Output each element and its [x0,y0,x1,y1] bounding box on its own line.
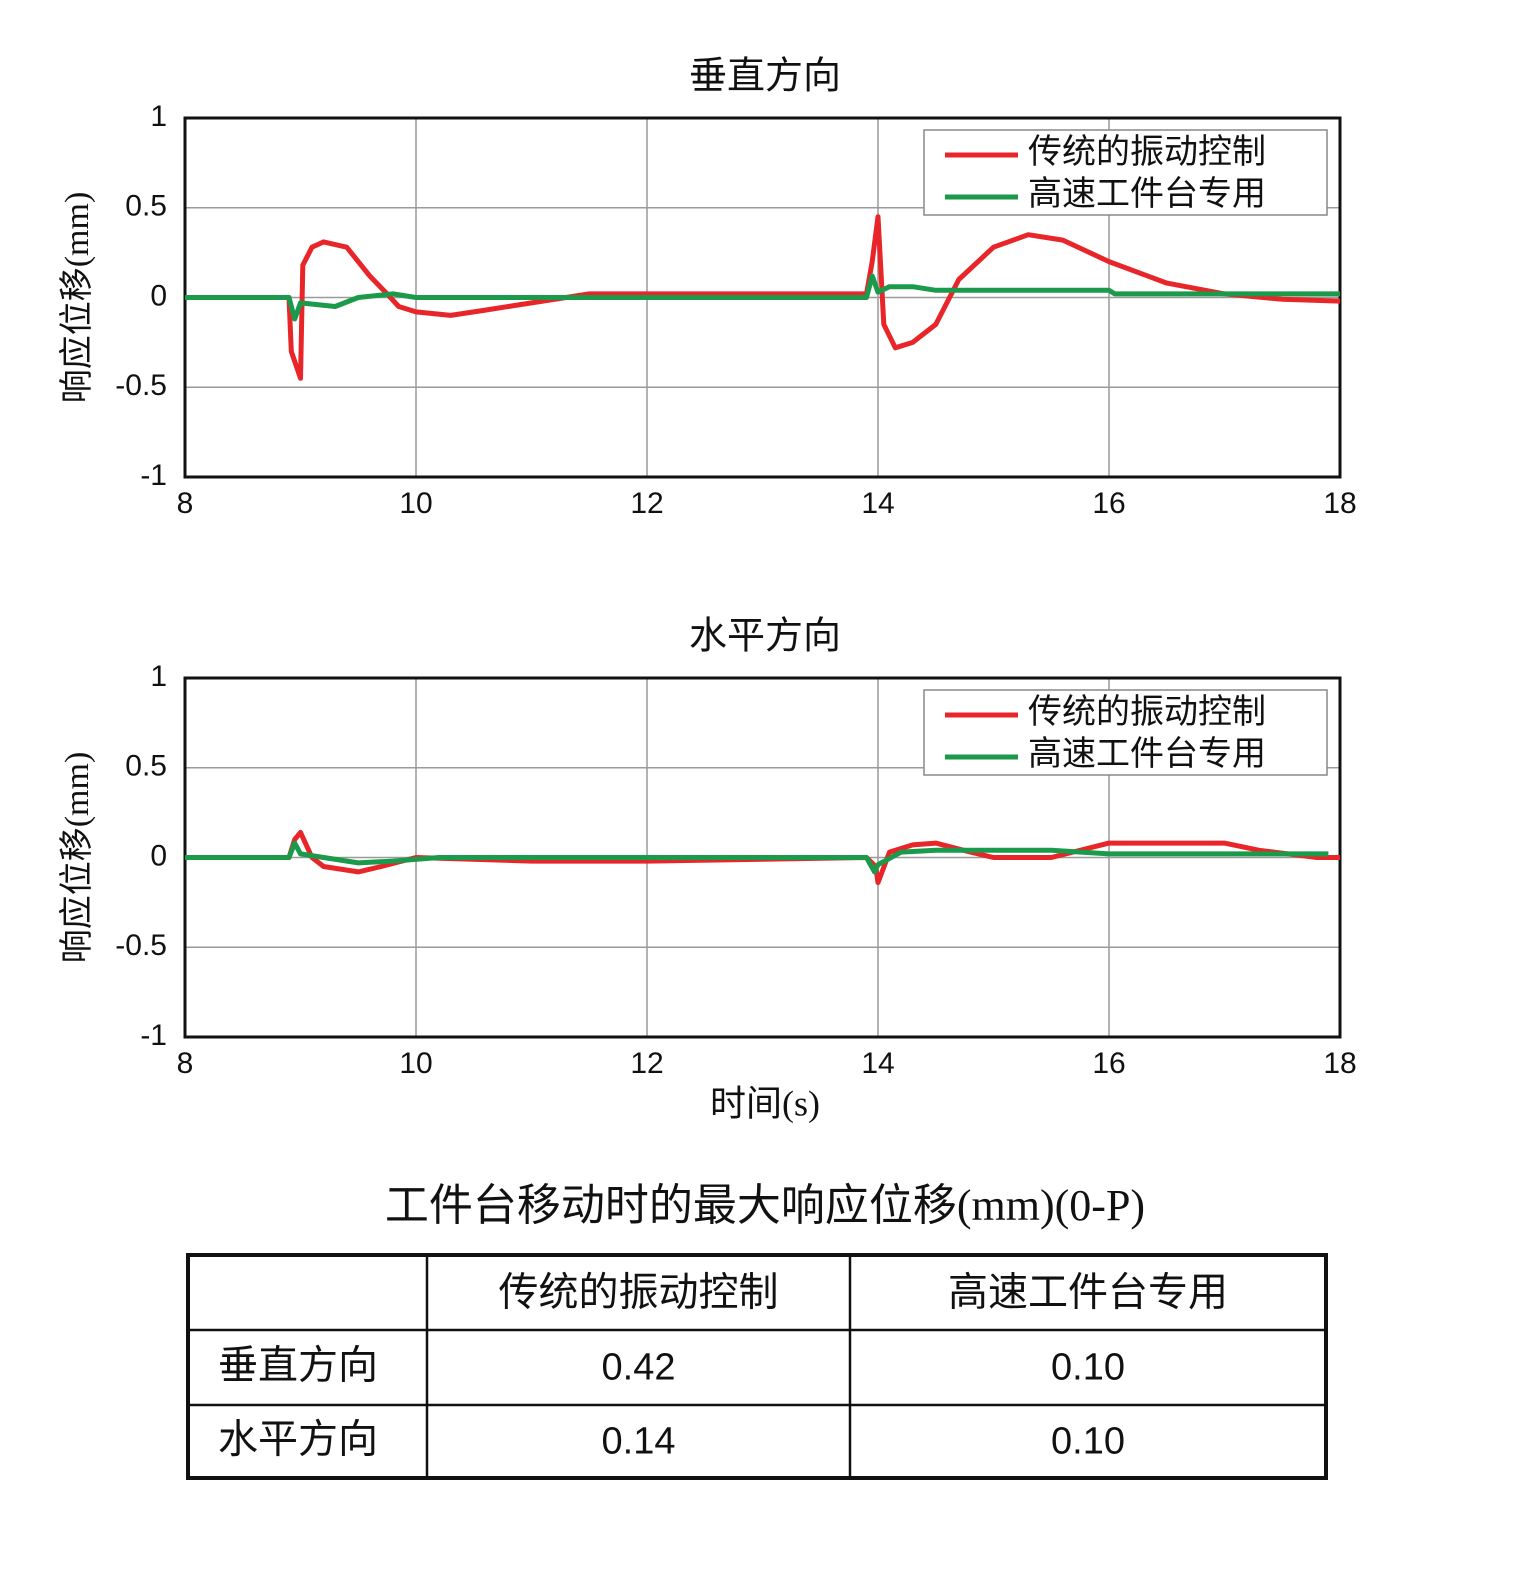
legend-label: 传统的振动控制 [1028,133,1266,171]
page: {"chart_data": [ {"type": "line", "title… [0,0,1517,1583]
y-tick-label: 0 [150,279,167,312]
y-tick-label: 1 [150,100,167,133]
table-cell: 0.14 [602,1421,676,1463]
x-tick-label: 14 [861,1047,894,1080]
table-cell: 0.10 [1051,1347,1125,1389]
x-tick-label: 12 [630,1047,663,1080]
y-tick-label: -0.5 [115,369,167,402]
legend-label: 高速工件台专用 [1028,175,1266,213]
y-axis-label: 响应位移(mm) [58,752,96,964]
x-tick-label: 8 [177,1047,194,1080]
x-axis-label: 时间(s) [710,1083,820,1123]
x-tick-label: 18 [1323,487,1356,520]
legend-label: 传统的振动控制 [1028,693,1266,731]
chart-title: 水平方向 [689,616,841,658]
x-tick-label: 10 [399,1047,432,1080]
legend-label: 高速工件台专用 [1028,735,1266,773]
figure: 垂直方向响应位移(mm)-1-0.500.5181012141618传统的振动控… [0,0,1517,1583]
x-tick-label: 10 [399,487,432,520]
y-tick-label: 0.5 [125,190,167,223]
x-tick-label: 16 [1092,487,1125,520]
x-tick-label: 18 [1323,1047,1356,1080]
y-tick-label: -1 [140,459,167,492]
x-tick-label: 16 [1092,1047,1125,1080]
y-tick-label: -1 [140,1019,167,1052]
row-label: 垂直方向 [218,1343,378,1388]
x-tick-label: 8 [177,487,194,520]
row-label: 水平方向 [218,1417,378,1462]
x-tick-label: 14 [861,487,894,520]
table-header: 高速工件台专用 [948,1270,1228,1315]
table-header: 传统的振动控制 [499,1270,779,1315]
y-axis-label: 响应位移(mm) [58,192,96,404]
y-tick-label: -0.5 [115,929,167,962]
chart-title: 垂直方向 [689,56,841,98]
y-tick-label: 1 [150,660,167,693]
y-tick-label: 0.5 [125,750,167,783]
table-title: 工件台移动时的最大响应位移(mm)(0-P) [385,1181,1145,1230]
table-cell: 0.10 [1051,1421,1125,1463]
x-tick-label: 12 [630,487,663,520]
table-cell: 0.42 [602,1347,676,1389]
y-tick-label: 0 [150,839,167,872]
